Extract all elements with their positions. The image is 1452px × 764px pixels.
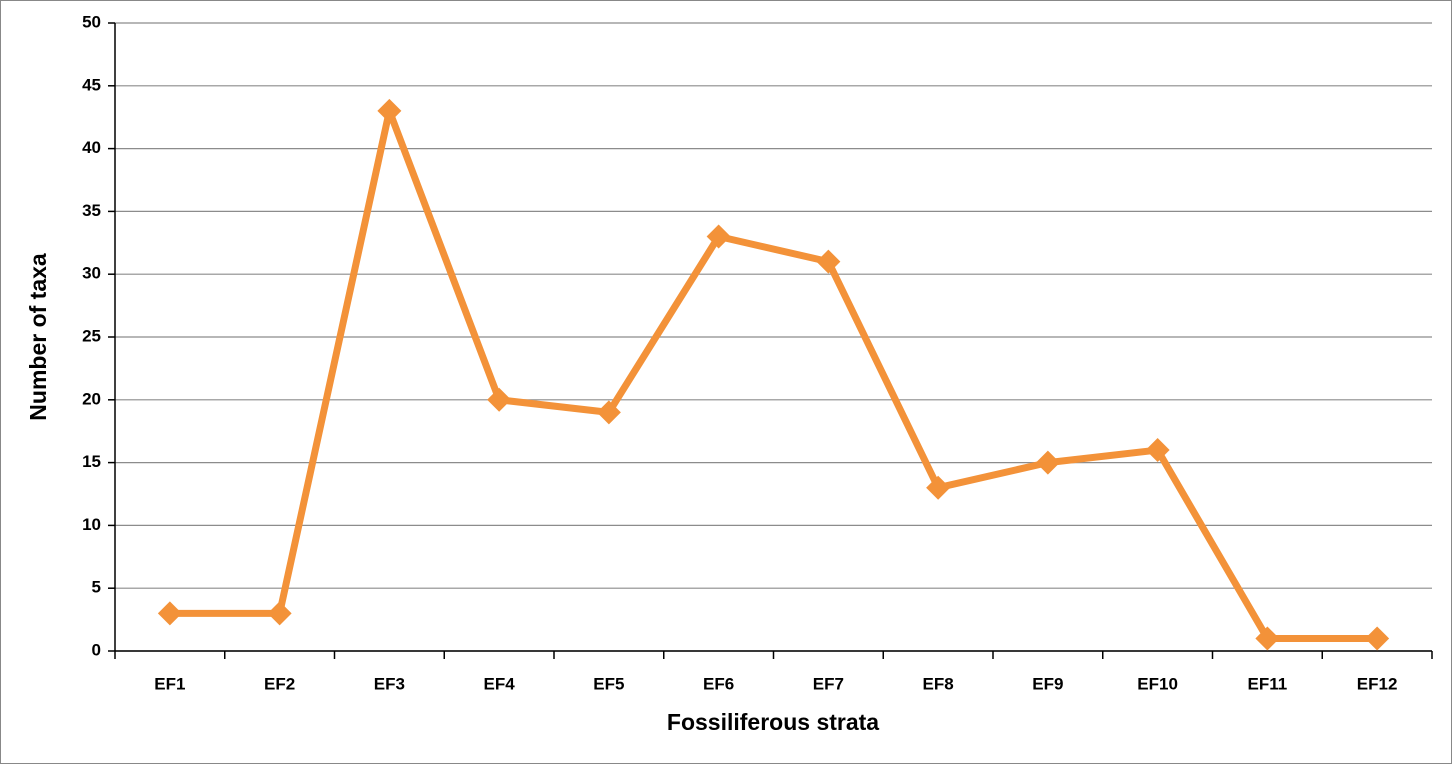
marker xyxy=(596,400,621,425)
x-tick-label: EF1 xyxy=(154,674,185,693)
x-tick-label: EF5 xyxy=(593,674,624,693)
x-axis-title: Fossiliferous strata xyxy=(667,709,879,735)
marker xyxy=(816,249,841,274)
x-tick-label: EF10 xyxy=(1137,674,1178,693)
y-tick-label: 45 xyxy=(82,75,101,94)
y-tick-label: 40 xyxy=(82,138,101,157)
y-tick-label: 25 xyxy=(82,326,101,345)
marker xyxy=(1255,626,1280,651)
y-tick-label: 20 xyxy=(82,389,101,408)
x-tick-label: EF4 xyxy=(484,674,516,693)
y-axis-title: Number of taxa xyxy=(25,253,51,421)
x-tick-label: EF6 xyxy=(703,674,734,693)
x-tick-label: EF12 xyxy=(1357,674,1398,693)
x-tick-label: EF7 xyxy=(813,674,844,693)
y-tick-label: 0 xyxy=(92,640,101,659)
marker xyxy=(706,224,731,249)
marker xyxy=(1365,626,1390,651)
x-tick-label: EF2 xyxy=(264,674,295,693)
y-tick-label: 50 xyxy=(82,12,101,31)
y-tick-label: 10 xyxy=(82,515,101,534)
y-tick-label: 35 xyxy=(82,201,101,220)
x-tick-label: EF3 xyxy=(374,674,405,693)
marker xyxy=(267,601,292,626)
marker xyxy=(377,98,402,123)
marker xyxy=(157,601,182,626)
marker xyxy=(926,475,951,500)
x-tick-label: EF11 xyxy=(1248,674,1288,693)
x-tick-label: EF8 xyxy=(923,674,954,693)
y-tick-label: 30 xyxy=(82,264,101,283)
marker xyxy=(1035,450,1060,475)
x-tick-label: EF9 xyxy=(1032,674,1063,693)
marker xyxy=(1145,438,1170,463)
line xyxy=(169,107,1378,642)
marker xyxy=(487,387,512,412)
y-tick-label: 15 xyxy=(82,452,101,471)
y-tick-label: 5 xyxy=(92,578,101,597)
